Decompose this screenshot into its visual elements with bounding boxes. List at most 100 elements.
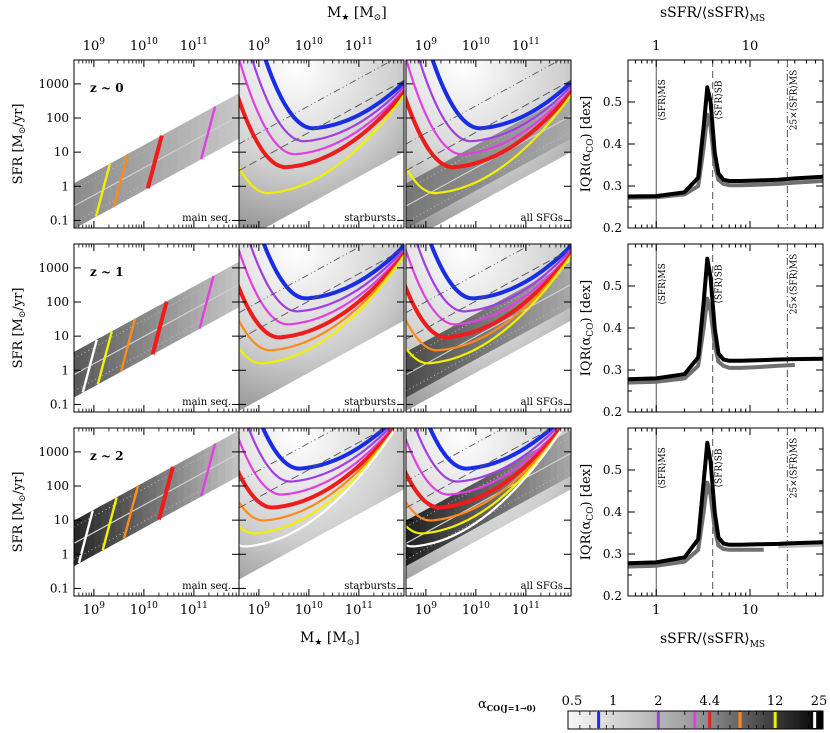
- right-top-axis-title: sSFR/⟨sSFR⟩MS: [660, 5, 765, 24]
- reference-line-label: 25×⟨SFR⟩MS: [789, 254, 799, 315]
- y-tick-label: 0.4: [603, 321, 622, 335]
- y-tick-label: 1: [61, 179, 69, 193]
- y-tick-label: 1: [61, 547, 69, 561]
- iqr-panel-0: ⟨SFR⟩MS ⟨SFR⟩SB 25×⟨SFR⟩MS 0.2 0.3 0.4 0.5 IQR(…: [579, 39, 824, 235]
- x-tick-label-bottom: 109: [248, 601, 271, 618]
- contour-line: [239, 250, 404, 340]
- panel-frame: [405, 243, 572, 413]
- empty-region: [239, 489, 404, 596]
- contour-line: [430, 60, 571, 131]
- empty-region: [406, 152, 571, 228]
- reference-line-label: ⟨SFR⟩SB: [715, 80, 725, 119]
- x-tick-label-bottom: 1: [652, 603, 660, 618]
- contour-line: [156, 466, 175, 520]
- panel-label: all SFGs: [521, 213, 563, 224]
- contour-line: [198, 275, 215, 329]
- iqr-series-line: [628, 256, 823, 382]
- contour-line: [239, 247, 404, 326]
- iqr-panel-2: ⟨SFR⟩MS ⟨SFR⟩SB 25×⟨SFR⟩MS 0.2 0.3 0.4 0.5 IQR(…: [579, 427, 824, 618]
- contour-line: [406, 428, 561, 496]
- colorbar-marker: [813, 712, 817, 728]
- y-tick-label: 0.3: [603, 547, 622, 561]
- panel-label: main seq.: [182, 581, 231, 592]
- redshift-label: z ~ 1: [90, 265, 124, 279]
- y-tick-label: 0.5: [603, 463, 622, 477]
- main-sequence-median: [74, 452, 239, 544]
- panel-label: all SFGs: [521, 397, 563, 408]
- colorbar-marker: [738, 712, 742, 728]
- contour-line: [239, 253, 404, 352]
- contour-line: [414, 428, 558, 483]
- y-tick-label: 0.1: [50, 213, 69, 227]
- x-tick-label-bottom: 10: [742, 603, 759, 618]
- contour-line: [406, 89, 571, 170]
- iqr-y-axis-title: IQR(αCO) [dex]: [579, 464, 596, 560]
- extreme-starburst-line: [239, 60, 394, 145]
- bottom-axis-title: M★ [M⊙]: [300, 630, 360, 648]
- reference-line-label: ⟨SFR⟩SB: [715, 448, 725, 487]
- contour-line: [101, 497, 118, 551]
- heatmap-panel-2-1: starbursts 109 1010 1011: [238, 427, 405, 618]
- x-tick-label-bottom: 1010: [130, 601, 158, 618]
- y-tick-label: 100: [46, 295, 69, 309]
- contour-line: [406, 428, 565, 548]
- iqr-series-line: [628, 85, 823, 199]
- x-tick-label-bottom: 1011: [345, 601, 373, 618]
- contour-line: [96, 331, 113, 385]
- main-sequence-lower: [74, 131, 239, 223]
- y-tick-label: 0.1: [50, 581, 69, 595]
- colorbar-marker: [597, 712, 601, 728]
- heatmap-panel-0-1: starbursts 109 1010 1011: [238, 37, 405, 229]
- main-sequence-upper: [74, 99, 239, 191]
- empty-region: [406, 489, 571, 596]
- iqr-series-line: [778, 542, 823, 549]
- heatmap-panel-0-0: main seq. 109 1010 1011: [73, 37, 240, 229]
- y-tick-label: 0.4: [603, 505, 622, 519]
- redshift-label: z ~ 2: [90, 449, 124, 463]
- iqr-y-axis-title: IQR(αCO) [dex]: [579, 96, 596, 192]
- extreme-starburst-line: [406, 60, 561, 145]
- contour-line: [119, 318, 137, 372]
- contour-line: [406, 428, 564, 522]
- contour-line: [150, 301, 169, 355]
- y-tick-label: 100: [46, 111, 69, 125]
- x-tick-label-top: 109: [248, 37, 271, 54]
- colorbar-tick-label: 1: [609, 694, 617, 709]
- x-tick-label-top: 109: [83, 37, 106, 54]
- y-tick-label: 10: [54, 329, 69, 343]
- colorbar-marker: [656, 712, 660, 728]
- y-tick-label: 0.2: [603, 589, 622, 603]
- y-axis-title: SFR [M⊙/yr]: [11, 288, 28, 369]
- reference-line-label: ⟨SFR⟩MS: [658, 79, 668, 121]
- contour-line: [260, 428, 388, 471]
- y-tick-label: 1000: [38, 445, 69, 459]
- main-sequence-lower: [74, 468, 239, 561]
- x-tick-label-top: 1010: [295, 37, 323, 54]
- y-tick-label: 0.4: [603, 137, 622, 151]
- main-sequence-upper: [74, 436, 239, 528]
- starburst-threshold: [406, 80, 571, 171]
- iqr-series-line: [628, 296, 795, 385]
- panel-label: main seq.: [182, 397, 231, 408]
- starburst-threshold: [239, 80, 404, 171]
- contour-line: [406, 253, 571, 352]
- contour-line: [406, 60, 571, 156]
- contour-line: [145, 135, 164, 189]
- iqr-series-line: [628, 480, 764, 569]
- colorbar-title: αCO(J=1→0): [478, 697, 536, 713]
- y-tick-label: 100: [46, 479, 69, 493]
- starburst-threshold: [239, 248, 404, 340]
- contour-line: [94, 163, 112, 217]
- y-tick-label: 0.3: [603, 179, 622, 193]
- panel-frame: [405, 427, 572, 597]
- contour-line: [263, 60, 404, 131]
- y-tick-label: 0.3: [603, 363, 622, 377]
- contour-line: [406, 253, 571, 365]
- contour-line: [247, 428, 391, 483]
- contour-line: [200, 106, 217, 160]
- heatmap-panel-1-1: starbursts: [238, 243, 405, 413]
- colorbar-tick-label: 0.5: [562, 694, 583, 709]
- heatmap-panel-1-0: main seq.: [73, 243, 240, 413]
